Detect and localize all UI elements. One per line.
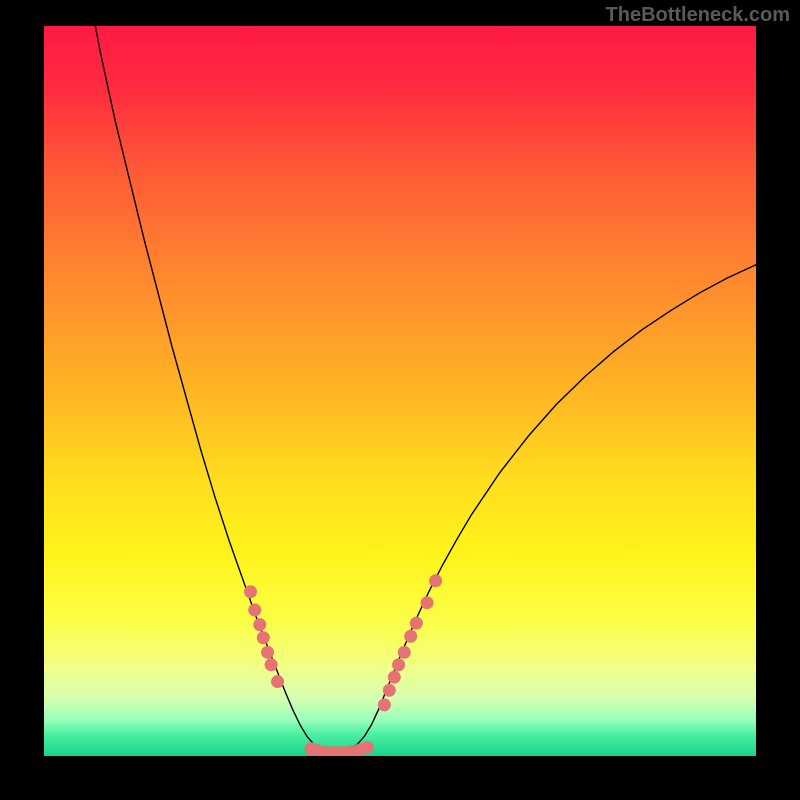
data-point [361, 741, 374, 754]
data-point [271, 675, 284, 688]
chart-svg [0, 0, 800, 800]
data-point [398, 646, 411, 659]
data-point [248, 604, 261, 617]
data-point [392, 658, 405, 671]
data-point [265, 658, 278, 671]
data-point [410, 617, 423, 630]
data-point [383, 684, 396, 697]
data-point [257, 631, 270, 644]
data-point [404, 630, 417, 643]
plot-background [44, 26, 756, 756]
data-point [378, 698, 391, 711]
data-point [244, 585, 257, 598]
data-point [261, 646, 274, 659]
data-point [421, 596, 434, 609]
watermark-text: TheBottleneck.com [606, 4, 790, 27]
data-point [388, 671, 401, 684]
data-point [429, 574, 442, 587]
bottleneck-chart [0, 0, 800, 800]
data-point [253, 618, 266, 631]
